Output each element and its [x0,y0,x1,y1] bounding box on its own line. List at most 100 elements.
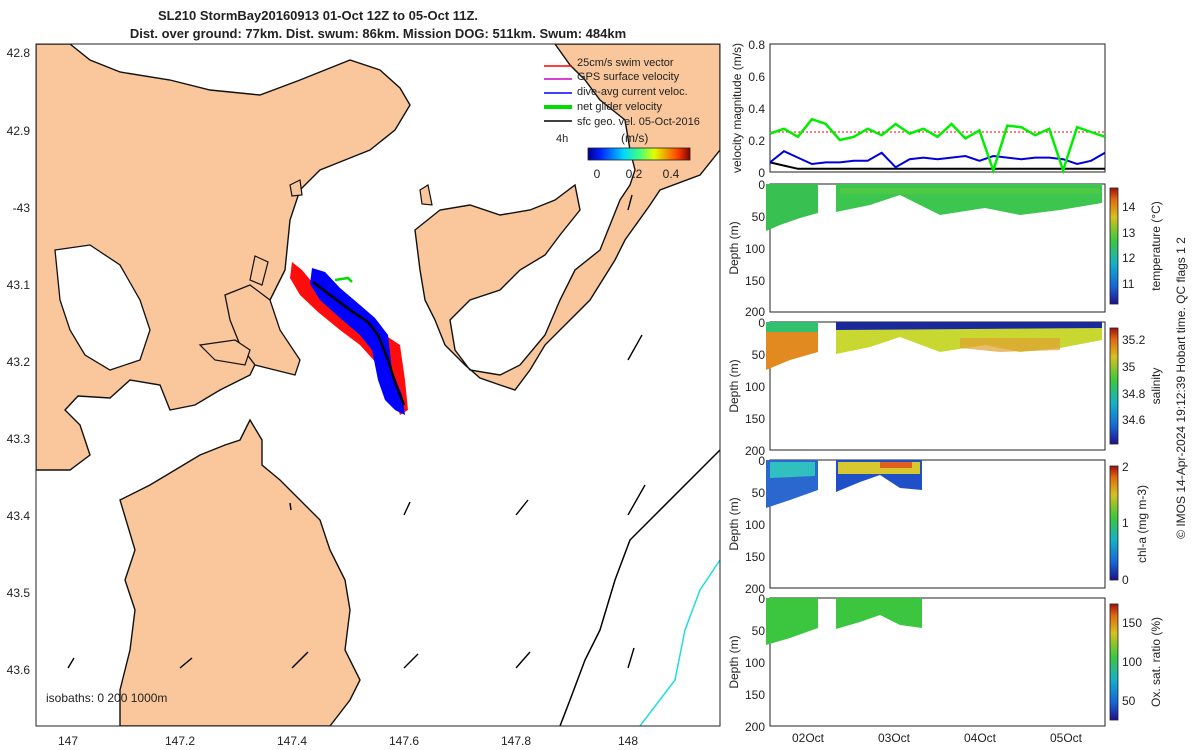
y-tick: 50 [752,624,766,638]
figure-title: SL210 StormBay20160913 01-Oct 12Z to 05-… [158,8,478,23]
y-tick: 0 [758,178,765,192]
lat-tick: 43.6 [7,663,31,677]
colorbar-tick: 0.4 [663,167,680,181]
y-tick: 100 [745,380,765,394]
surface-velocity-arrows [67,194,646,669]
legend-label: dive-avg current veloc. [577,86,688,98]
colorbar-tick: 100 [1122,655,1142,669]
y-tick: 0.4 [748,102,765,116]
lat-tick: 43.2 [7,355,31,369]
y-tick: 150 [745,412,765,426]
y-tick: 0.2 [748,134,765,148]
speed-colorbar: (m/s) 0 0.2 0.4 [587,131,691,181]
lon-tick: 147.6 [389,734,419,748]
lon-tick: 147.4 [277,734,307,748]
lat-tick: 42.9 [7,124,31,138]
colorbar [1109,327,1119,445]
y-tick: 0 [758,166,765,180]
y-tick: 0 [758,592,765,606]
colorbar-label: salinity [1149,368,1163,405]
x-tick: 02Oct [792,731,825,745]
legend-label: net glider velocity [577,101,662,113]
oxygen-section-b [836,598,922,629]
chla-panel: 0 50 100 150 200 Depth (m) 0 1 2 chl-a (… [727,454,1149,596]
y-axis-label: velocity magnitude (m/s) [730,43,744,173]
colorbar-label: temperature (°C) [1149,201,1163,291]
colorbar [1109,465,1119,581]
y-tick: 50 [752,486,766,500]
lat-tick: 43.5 [7,586,31,600]
colorbar-tick: 11 [1122,277,1135,291]
track-line [312,281,406,406]
legend-label: sfc geo. vel. 05-Oct-2016 [577,116,700,128]
y-axis-label: Depth (m) [727,359,741,412]
colorbar-tick: 50 [1122,694,1136,708]
colorbar-tick: 13 [1122,226,1136,240]
lat-tick: 43.4 [7,509,31,523]
y-tick: 200 [745,720,765,734]
y-tick: 50 [752,210,766,224]
y-tick: 100 [745,656,765,670]
velocity-series-group [769,117,1106,175]
colorbar-tick: 2 [1122,460,1129,474]
y-tick: 200 [745,444,765,458]
salinity-panel: 0 50 100 150 200 Depth (m) 34.6 34.8 35 … [727,316,1163,458]
y-tick: 50 [752,348,766,362]
temperature-section-a [766,184,818,231]
oxygen-panel: 0 50 100 150 200 Depth (m) 50 100 150 Ox… [727,592,1163,745]
y-tick: 150 [745,274,765,288]
isobaths-label: isobaths: 0 200 1000m [46,691,167,705]
y-tick: 100 [745,242,765,256]
colorbar-gradient [587,147,691,161]
y-tick: 0.6 [748,70,765,84]
velocity-panel: 0.8 0.6 0.4 0.2 0 velocity magnitude (m/… [730,38,1106,180]
colorbar-tick: 1 [1122,516,1129,530]
colorbar-tick: 35 [1122,360,1136,374]
colorbar-tick: 12 [1122,251,1136,265]
y-tick: 150 [745,550,765,564]
lon-tick: 147 [58,734,78,748]
y-tick: 200 [745,305,765,319]
legend-label: GPS surface velocity [577,71,680,83]
y-tick: 0 [758,316,765,330]
lon-tick: 147.8 [501,734,531,748]
temperature-panel: 0 50 100 150 200 Depth (m) 11 12 13 14 t… [727,178,1163,319]
map-legend: 25cm/s swim vector GPS surface velocity … [544,57,700,145]
y-tick: 150 [745,688,765,702]
velocity-series-line [769,150,1106,169]
lon-tick: 148 [618,734,638,748]
lat-axis: 42.8 42.9 -43 43.1 43.2 43.3 43.4 43.5 4… [7,46,31,677]
copyright-note: © IMOS 14-Apr-2024 19:12:39 Hobart time.… [1174,237,1188,539]
oxygen-section-a [766,598,818,645]
legend-label: 25cm/s swim vector [577,57,674,69]
salinity-section-a [766,322,818,370]
lat-tick: 43.3 [7,432,31,446]
x-tick: 03Oct [878,731,911,745]
lat-tick: -43 [13,201,31,215]
colorbar-tick: 0.2 [626,167,643,181]
colorbar-label: Ox. sat. ratio (%) [1149,617,1163,707]
velocity-series-line [769,161,1105,170]
colorbar [1109,603,1119,721]
figure-subtitle: Dist. over ground: 77km. Dist. swum: 86k… [130,26,626,41]
lat-tick: 42.8 [7,46,31,60]
colorbar-tick: 0 [594,167,601,181]
velocity-series-line [769,117,1106,175]
isobath-1000 [639,559,720,726]
colorbar-label: (m/s) [621,131,648,145]
colorbar-tick: 35.2 [1122,333,1146,347]
y-tick: 100 [745,518,765,532]
y-axis-label: Depth (m) [727,497,741,550]
colorbar-tick: 0 [1122,573,1129,587]
lat-tick: 43.1 [7,278,31,292]
colorbar-tick: 14 [1122,200,1136,214]
x-tick: 05Oct [1050,731,1083,745]
y-tick: 0 [758,454,765,468]
y-axis-label: Depth (m) [727,221,741,274]
colorbar-tick: 150 [1122,616,1142,630]
y-tick: 0.8 [748,38,765,52]
isobath-200 [559,449,720,726]
x-tick: 04Oct [964,731,997,745]
y-axis-label: Depth (m) [727,635,741,688]
